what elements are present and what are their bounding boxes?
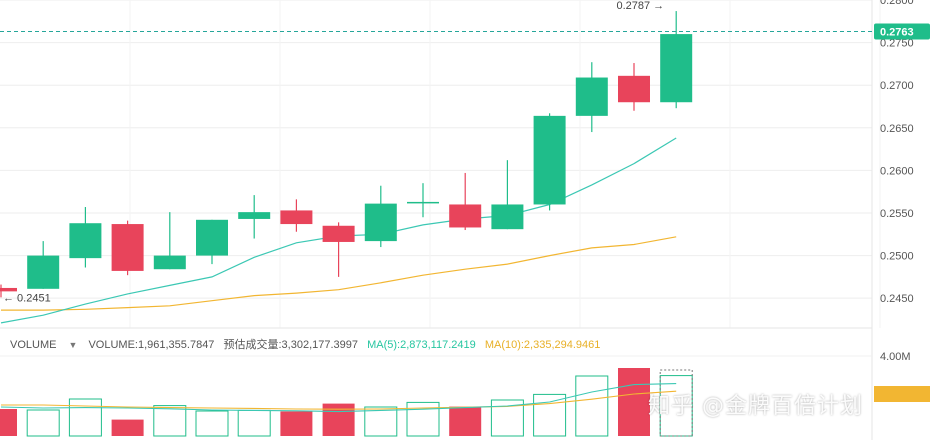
volume-ma5-line: [0, 383, 677, 413]
volume-bar: [364, 406, 398, 437]
volume-bar: [575, 375, 609, 437]
candle-body: [491, 204, 524, 230]
volume-indicator-name[interactable]: VOLUME: [10, 339, 57, 351]
volume-bar: [406, 401, 440, 437]
candle-body: [280, 210, 313, 225]
y-tick-label: 0.2700: [880, 80, 914, 92]
volume-bar: [237, 409, 271, 437]
volume-ma10-line: [1, 390, 677, 410]
estimated-volume: 预估成交量:3,302,177.3997: [223, 339, 359, 351]
y-tick-label: 0.2800: [880, 0, 914, 7]
volume-bar: [195, 410, 229, 437]
volume-bar: [111, 419, 144, 436]
volume-axis-label: 4.00M: [880, 351, 911, 363]
y-tick-label: 0.2650: [880, 123, 914, 135]
y-tick-label: 0.2450: [880, 293, 914, 305]
volume-ma5: MA(5):2,873,117.2419: [367, 339, 476, 351]
high-price-annotation: 0.2787 →: [616, 0, 664, 12]
candle-body: [533, 115, 566, 205]
candle-body: [238, 212, 271, 219]
candle-body: [0, 287, 17, 292]
y-tick-label: 0.2600: [880, 165, 914, 177]
watermark: 知乎 @金牌百倍计划: [648, 394, 863, 419]
volume-bar: [153, 405, 187, 437]
candle-body: [364, 203, 397, 242]
candle-body: [69, 223, 102, 259]
volume-bar: [533, 393, 567, 437]
low-price-annotation: ← 0.2451: [3, 292, 51, 304]
candle-body: [449, 204, 482, 228]
volume-ma10: MA(10):2,335,294.9461: [484, 339, 601, 351]
y-tick-label: 0.2500: [880, 251, 914, 263]
volume-bar: [280, 411, 313, 436]
candle-body: [111, 224, 144, 271]
volume-bar: [68, 398, 102, 437]
volume-bar: [322, 403, 355, 436]
candle-body: [322, 225, 355, 242]
candle-body: [407, 201, 439, 204]
price-axis-background: [872, 0, 932, 440]
volume-bar: [618, 368, 650, 436]
candle-body: [575, 77, 608, 116]
current-price-tag: [874, 23, 930, 40]
volume-bar: [490, 399, 524, 437]
volume-legend: VOLUME ▼ VOLUME:1,961,355.7847 预估成交量:3,30…: [10, 336, 606, 352]
volume-ma-tag: [874, 386, 930, 402]
estimated-volume-bar: [659, 369, 693, 437]
candle-body: [196, 219, 228, 256]
price-ma-slow-line: [1, 236, 677, 311]
volume-bar: [26, 409, 60, 437]
y-tick-label: 0.2550: [880, 208, 914, 220]
volume-value: VOLUME:1,961,355.7847: [88, 339, 215, 351]
volume-bar: [449, 406, 482, 436]
candle-body: [27, 255, 60, 289]
dropdown-caret-icon[interactable]: ▼: [68, 340, 78, 350]
candle-body: [660, 34, 693, 103]
volume-bar: [0, 409, 17, 436]
y-tick-label: 0.2750: [880, 38, 914, 50]
candle-body: [618, 75, 650, 103]
candle-body: [153, 255, 186, 270]
current-price-label: 0.2763: [880, 27, 914, 39]
